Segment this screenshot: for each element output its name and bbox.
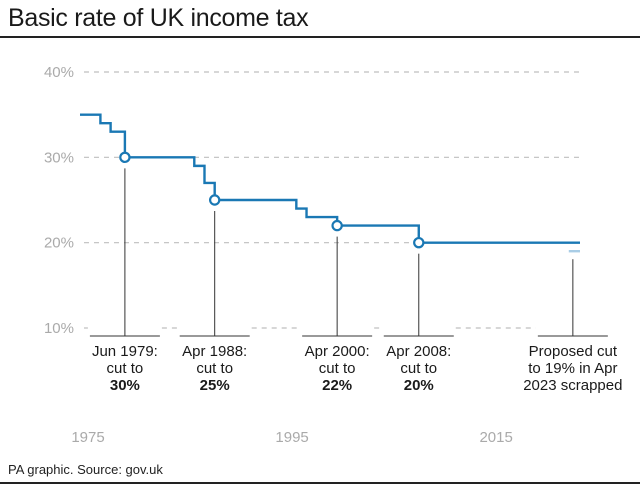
annotation-value: 22% — [322, 377, 352, 394]
annotation-text: Proposed cut — [529, 343, 618, 360]
annotation-text: cut to — [400, 360, 437, 377]
rate-cut-marker — [119, 151, 131, 164]
annotation-text: 2023 scrapped — [523, 377, 622, 394]
annotation-text: cut to — [196, 360, 233, 377]
annotation-value: 20% — [404, 377, 434, 394]
x-tick-label: 1995 — [275, 429, 308, 446]
y-tick-label: 30% — [44, 149, 74, 166]
annotation-value: 30% — [110, 377, 140, 394]
title-rule — [0, 36, 640, 38]
y-tick-label: 40% — [44, 64, 74, 81]
rate-cut-marker — [413, 236, 425, 249]
x-tick-label: 2015 — [479, 429, 512, 446]
annotation-text: Apr 2000: — [305, 343, 370, 360]
source-note: PA graphic. Source: gov.uk — [8, 462, 163, 477]
bottom-rule — [0, 482, 640, 484]
annotation-text: Apr 1988: — [182, 343, 247, 360]
rate-cut-marker — [208, 194, 221, 206]
rate-cut-marker — [331, 219, 343, 232]
annotation-text: cut to — [319, 360, 356, 377]
tax-rate-line — [80, 113, 580, 244]
y-tick-label: 20% — [44, 235, 74, 252]
x-tick-label: 1975 — [71, 429, 104, 446]
y-tick-label: 10% — [44, 320, 74, 337]
annotation-text: Jun 1979: — [92, 343, 158, 360]
annotation-text: Apr 2008: — [386, 343, 451, 360]
annotation-text: to 19% in Apr — [528, 360, 617, 377]
annotation-value: 25% — [200, 377, 230, 394]
chart-title: Basic rate of UK income tax — [8, 4, 309, 32]
annotation-text: cut to — [107, 360, 144, 377]
